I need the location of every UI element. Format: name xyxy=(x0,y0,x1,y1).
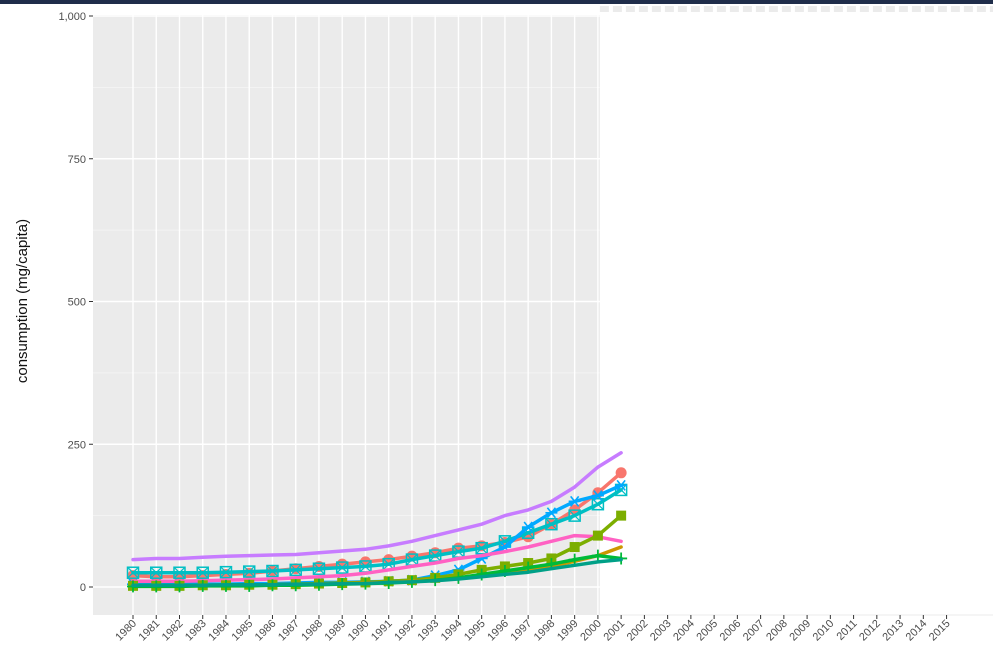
x-tick-label: 2000 xyxy=(578,618,604,644)
x-tick-label: 2003 xyxy=(648,618,674,644)
x-tick-label: 1983 xyxy=(183,618,209,644)
x-tick-label: 2015 xyxy=(927,618,953,644)
series-line xyxy=(131,451,623,562)
y-axis: 0 250 500 750 1,000 xyxy=(58,11,93,594)
x-tick-label: 2008 xyxy=(764,618,790,644)
series-lines xyxy=(126,451,628,593)
data-point xyxy=(335,561,349,574)
x-tick-label: 2006 xyxy=(718,618,744,644)
x-tick-label: 1981 xyxy=(137,618,163,644)
series-line xyxy=(131,488,623,575)
data-point xyxy=(312,562,326,575)
x-tick-label: 1994 xyxy=(439,618,465,644)
series-line xyxy=(131,557,623,588)
data-point xyxy=(545,517,558,531)
x-tick-label: 2009 xyxy=(787,618,813,644)
data-point xyxy=(196,566,209,579)
data-point xyxy=(615,479,628,491)
x-tick-label: 1991 xyxy=(369,618,395,644)
x-tick-label: 1990 xyxy=(346,618,372,644)
x-tick-label: 2002 xyxy=(625,618,651,644)
x-tick-label: 2007 xyxy=(741,618,767,644)
y-tick-label: 1,000 xyxy=(58,11,86,23)
data-point xyxy=(289,563,302,577)
x-tick-label: 1998 xyxy=(532,618,558,644)
x-tick-label: 2013 xyxy=(880,618,906,644)
data-point xyxy=(266,564,279,578)
x-tick-label: 1986 xyxy=(253,618,279,644)
data-point xyxy=(242,565,256,578)
data-point xyxy=(428,549,442,562)
data-point xyxy=(126,566,140,579)
x-tick-label: 1987 xyxy=(276,618,302,644)
y-tick-label: 750 xyxy=(68,154,86,166)
x-tick-label: 1999 xyxy=(555,618,581,644)
data-point xyxy=(173,566,186,579)
y-tick-label: 0 xyxy=(80,582,86,594)
grid-lines xyxy=(93,15,600,615)
x-tick-label: 1988 xyxy=(299,618,325,644)
x-tick-label: 2004 xyxy=(671,618,697,644)
x-tick-label: 2014 xyxy=(904,618,930,644)
x-tick-label: 1992 xyxy=(392,618,418,644)
x-tick-label: 1984 xyxy=(206,618,232,644)
data-point xyxy=(591,490,604,502)
y-tick-label: 500 xyxy=(68,297,86,309)
x-tick-label: 1989 xyxy=(323,618,349,644)
x-axis: 1980198119821983198419851986198719881989… xyxy=(113,615,953,644)
data-point xyxy=(568,495,581,507)
data-point xyxy=(592,530,603,541)
x-tick-label: 1980 xyxy=(113,618,139,644)
data-point xyxy=(615,467,627,479)
x-tick-label: 1982 xyxy=(160,618,186,644)
data-point xyxy=(545,507,558,519)
data-point xyxy=(219,565,233,579)
x-tick-label: 1993 xyxy=(416,618,442,644)
y-tick-label: 250 xyxy=(68,439,86,451)
data-point xyxy=(522,521,535,533)
x-tick-label: 2010 xyxy=(811,618,837,644)
data-point xyxy=(149,566,163,579)
data-point xyxy=(591,549,604,562)
series-line xyxy=(131,533,623,584)
top-border xyxy=(0,0,993,4)
data-point xyxy=(568,509,581,522)
data-point xyxy=(475,541,488,555)
x-tick-label: 2012 xyxy=(857,618,883,644)
y-axis-title: consumption (mg/capita) xyxy=(14,219,31,383)
x-tick-label: 2011 xyxy=(834,618,859,643)
series-line xyxy=(131,471,623,579)
x-tick-label: 1996 xyxy=(485,618,511,644)
x-tick-label: 2001 xyxy=(601,618,627,644)
x-tick-label: 2005 xyxy=(694,618,720,644)
x-tick-label: 1985 xyxy=(230,618,256,644)
data-point xyxy=(616,510,627,521)
x-tick-label: 1995 xyxy=(462,618,488,644)
revealed-plot-panel xyxy=(93,15,600,615)
data-point xyxy=(569,542,580,553)
x-tick-label: 1997 xyxy=(508,618,534,644)
